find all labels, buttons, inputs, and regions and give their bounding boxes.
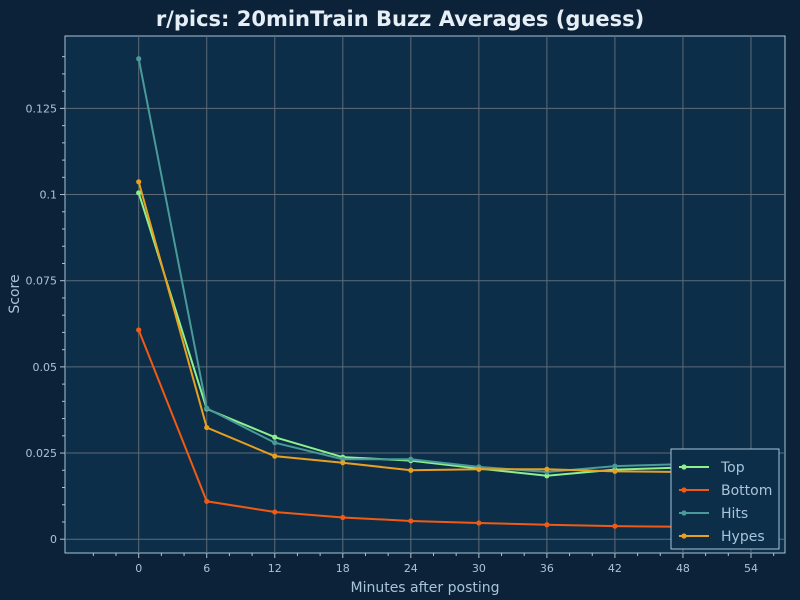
x-tick-label: 42 bbox=[608, 562, 622, 575]
data-point-hypes bbox=[408, 467, 414, 473]
x-tick-label: 48 bbox=[676, 562, 690, 575]
legend-marker-hypes bbox=[681, 533, 687, 539]
y-tick-label: 0.05 bbox=[33, 361, 58, 374]
data-point-bottom bbox=[408, 518, 414, 524]
legend-item-hits: Hits bbox=[679, 506, 748, 522]
data-point-top bbox=[544, 473, 550, 479]
y-axis-label: Score bbox=[7, 274, 23, 313]
legend-item-hypes: Hypes bbox=[679, 529, 765, 545]
legend-marker-bottom bbox=[681, 487, 687, 493]
series-layer bbox=[136, 56, 686, 530]
data-point-hits bbox=[408, 456, 414, 462]
data-point-top bbox=[272, 434, 278, 440]
series-bottom bbox=[136, 327, 686, 530]
data-point-hypes bbox=[544, 466, 550, 472]
data-point-hypes bbox=[340, 460, 346, 466]
legend-marker-hits bbox=[681, 510, 687, 516]
x-axis-label: Minutes after posting bbox=[350, 580, 499, 596]
x-tick-label: 30 bbox=[472, 562, 486, 575]
x-tick-label: 54 bbox=[744, 562, 758, 575]
data-point-hits bbox=[612, 463, 618, 469]
data-point-hypes bbox=[136, 179, 142, 185]
y-tick-label: 0.075 bbox=[26, 275, 58, 288]
data-point-bottom bbox=[340, 514, 346, 521]
y-tick-label: 0.1 bbox=[40, 189, 58, 202]
x-tick-label: 12 bbox=[268, 562, 282, 575]
y-axis: 0 0.025 0.05 0.075 0.1 0.125 bbox=[26, 56, 65, 546]
x-tick-label: 0 bbox=[135, 562, 142, 575]
legend-label-top: Top bbox=[720, 460, 745, 476]
data-point-hits bbox=[272, 440, 278, 446]
legend-item-top: Top bbox=[679, 460, 745, 476]
legend-label-hits: Hits bbox=[721, 506, 748, 522]
data-point-bottom bbox=[612, 523, 618, 529]
x-tick-label: 24 bbox=[404, 562, 418, 575]
legend-item-bottom: Bottom bbox=[679, 483, 772, 499]
legend: Top Bottom Hits Hypes bbox=[670, 448, 780, 550]
x-tick-label: 36 bbox=[540, 562, 554, 575]
data-point-bottom bbox=[272, 509, 278, 515]
data-point-bottom bbox=[204, 498, 210, 504]
x-tick-label: 6 bbox=[203, 562, 210, 575]
x-axis: 0 6 12 18 24 30 36 42 48 54 bbox=[92, 553, 775, 575]
y-tick-label: 0 bbox=[50, 533, 57, 546]
data-point-hits bbox=[136, 56, 142, 62]
y-tick-label: 0.125 bbox=[26, 102, 58, 115]
x-tick-label: 18 bbox=[336, 562, 350, 575]
data-point-top bbox=[136, 190, 142, 196]
legend-label-bottom: Bottom bbox=[721, 483, 772, 499]
data-point-hits bbox=[204, 405, 210, 411]
chart-title: r/pics: 20minTrain Buzz Averages (guess) bbox=[156, 7, 644, 31]
y-tick-label: 0.025 bbox=[26, 447, 58, 460]
data-point-hypes bbox=[272, 453, 278, 459]
plot-area bbox=[64, 35, 786, 554]
data-point-bottom bbox=[544, 522, 550, 528]
legend-label-hypes: Hypes bbox=[721, 529, 765, 545]
data-point-bottom bbox=[476, 520, 482, 526]
data-point-hypes bbox=[204, 424, 210, 431]
data-point-hypes bbox=[476, 466, 482, 472]
data-point-hypes bbox=[612, 468, 618, 474]
legend-box bbox=[670, 448, 780, 550]
data-point-bottom bbox=[136, 327, 142, 333]
legend-marker-top bbox=[681, 464, 687, 470]
